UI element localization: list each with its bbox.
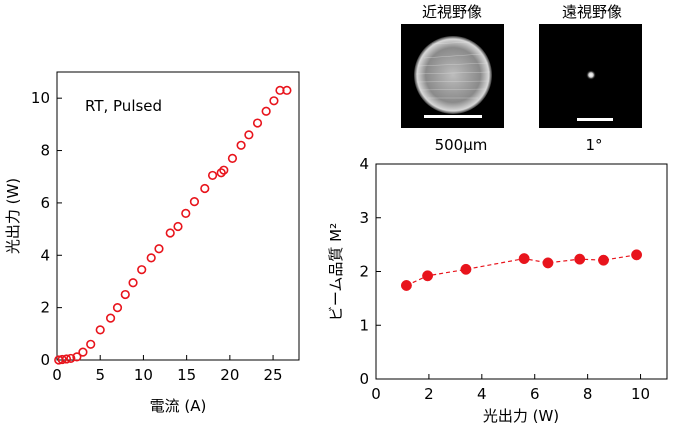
near-field-title: 近視野像 — [422, 3, 482, 21]
m2-y-tick-label: 0 — [359, 370, 369, 388]
m2-data-points — [400, 249, 643, 291]
li-data-point — [236, 140, 246, 150]
li-y-tick-label: 10 — [31, 89, 50, 107]
li-x-tick-label: 25 — [264, 366, 283, 384]
m2-x-tick-label: 4 — [477, 385, 487, 403]
li-data-point — [252, 118, 263, 128]
li-data-point — [282, 85, 292, 95]
li-y-tick-label: 8 — [40, 142, 50, 160]
m2-x-tick-label: 8 — [583, 385, 593, 403]
m2-x-tick-label: 6 — [530, 385, 540, 403]
li-data-point — [207, 170, 218, 181]
li-x-tick-label: 15 — [177, 366, 196, 384]
li-data-point — [216, 168, 226, 178]
li-data-point — [244, 130, 254, 140]
li-data-point — [105, 313, 116, 323]
li-x-tick-label: 5 — [95, 366, 105, 384]
m2-x-tick-label: 2 — [424, 385, 434, 403]
near-field-texture — [415, 41, 491, 99]
li-data-point — [78, 347, 88, 357]
far-field-scale-bar — [577, 118, 613, 121]
near-field-beam — [414, 36, 492, 114]
li-data-point — [227, 153, 238, 163]
m2-y-ticks: 0 1 2 3 4 — [359, 155, 381, 388]
li-data-point — [200, 183, 210, 194]
li-data-point — [189, 197, 200, 207]
li-data-point — [154, 244, 164, 254]
li-y-tick-label: 2 — [40, 299, 50, 317]
li-x-tick-label: 10 — [134, 366, 153, 384]
li-x-tick-label: 20 — [220, 366, 239, 384]
li-y-tick-label: 4 — [40, 246, 50, 264]
li-data-point — [165, 228, 175, 238]
li-annotation: RT, Pulsed — [85, 97, 162, 115]
li-y-axis-label: 光出力 (W) — [4, 178, 22, 254]
m2-chart: 0 2 4 6 8 10 0 1 2 3 4 光出力 (W) ビーム品質 M² — [327, 155, 668, 425]
m2-x-axis-label: 光出力 (W) — [483, 407, 559, 425]
li-data-point — [86, 339, 96, 349]
li-x-tick-label: 0 — [52, 366, 62, 384]
m2-data-point — [400, 280, 412, 291]
near-field-scale-label: 500μm — [435, 136, 488, 154]
li-y-ticks: 0 2 4 6 8 10 — [31, 89, 62, 369]
li-data-point — [269, 96, 279, 106]
m2-x-tick-label: 0 — [371, 385, 381, 403]
li-x-axis-label: 電流 (A) — [150, 397, 207, 415]
li-data-point — [128, 278, 138, 288]
m2-data-point — [518, 253, 530, 265]
li-data-point — [219, 165, 229, 175]
li-data-point — [173, 221, 183, 232]
li-data-point — [112, 303, 123, 313]
m2-data-point — [542, 257, 554, 269]
m2-x-ticks: 0 2 4 6 8 10 — [371, 374, 650, 403]
li-data-point — [66, 353, 76, 364]
far-field-scale-label: 1° — [585, 136, 602, 154]
li-data-points — [54, 85, 292, 365]
m2-y-tick-label: 4 — [359, 155, 369, 173]
m2-data-point — [574, 253, 586, 265]
m2-plot-frame — [375, 163, 668, 380]
li-data-point — [72, 352, 82, 362]
m2-y-axis-label: ビーム品質 M² — [327, 223, 345, 321]
li-data-point — [120, 289, 130, 300]
li-y-tick-label: 6 — [40, 194, 50, 212]
li-data-point — [261, 106, 271, 116]
li-chart: 0 5 10 15 20 25 0 2 4 6 8 10 RT, Pulsed 電流 (A) 光出力… — [4, 71, 300, 415]
m2-data-point — [631, 249, 643, 261]
li-data-point — [181, 208, 191, 218]
li-x-ticks: 0 5 10 15 20 25 — [52, 355, 283, 384]
li-plot-frame — [56, 71, 300, 361]
m2-y-tick-label: 2 — [359, 263, 369, 281]
m2-y-tick-label: 1 — [359, 316, 369, 334]
li-data-point — [61, 354, 72, 364]
li-data-point — [137, 265, 147, 275]
m2-data-point — [598, 254, 609, 266]
beam-image-panels: 近視野像 500μm 遠視野像 1° — [401, 3, 642, 154]
far-field-title: 遠視野像 — [562, 3, 622, 21]
m2-data-point — [460, 263, 472, 275]
far-field-spot — [586, 70, 596, 80]
m2-y-tick-label: 3 — [359, 209, 369, 227]
near-field-scale-bar — [424, 115, 482, 118]
m2-x-tick-label: 10 — [631, 385, 650, 403]
li-data-point — [57, 354, 67, 365]
li-y-tick-label: 0 — [40, 351, 50, 369]
m2-data-point — [422, 270, 434, 282]
li-data-point — [95, 325, 105, 335]
li-data-point — [146, 253, 156, 263]
